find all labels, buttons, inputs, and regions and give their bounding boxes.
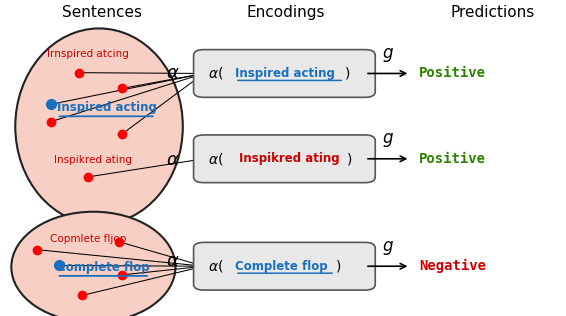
Text: Copmlete fljop: Copmlete fljop: [50, 234, 126, 244]
Text: $)$: $)$: [346, 151, 353, 167]
Text: Sentences: Sentences: [62, 5, 142, 20]
Text: Encodings: Encodings: [247, 5, 325, 20]
Text: Inspired acting: Inspired acting: [235, 67, 335, 80]
Text: Irnspired atcing: Irnspired atcing: [47, 49, 128, 59]
Text: $\alpha($: $\alpha($: [208, 258, 224, 274]
Text: $\alpha($: $\alpha($: [208, 65, 224, 82]
Text: Complete flop: Complete flop: [57, 260, 149, 274]
Text: $)$: $)$: [344, 65, 350, 82]
FancyBboxPatch shape: [194, 242, 375, 290]
Ellipse shape: [11, 212, 175, 316]
Text: $\alpha$: $\alpha$: [166, 252, 179, 270]
Text: Inspikred ating: Inspikred ating: [239, 152, 340, 165]
Text: Positive: Positive: [419, 66, 486, 80]
FancyBboxPatch shape: [194, 50, 375, 97]
Text: $\alpha($: $\alpha($: [208, 151, 224, 167]
Text: Inspikred ating: Inspikred ating: [54, 155, 132, 165]
Text: Inspired acting: Inspired acting: [57, 101, 156, 114]
Text: $g$: $g$: [381, 131, 394, 149]
Text: $\alpha$: $\alpha$: [166, 151, 179, 168]
Text: $g$: $g$: [381, 239, 394, 257]
FancyBboxPatch shape: [194, 135, 375, 183]
Ellipse shape: [15, 28, 183, 224]
Text: Complete flop: Complete flop: [235, 260, 328, 273]
Text: $)$: $)$: [335, 258, 341, 274]
Text: Positive: Positive: [419, 152, 486, 166]
Text: Predictions: Predictions: [451, 5, 534, 20]
Text: Negative: Negative: [419, 259, 486, 273]
Text: $\alpha$: $\alpha$: [166, 64, 179, 82]
Text: $g$: $g$: [381, 46, 394, 64]
